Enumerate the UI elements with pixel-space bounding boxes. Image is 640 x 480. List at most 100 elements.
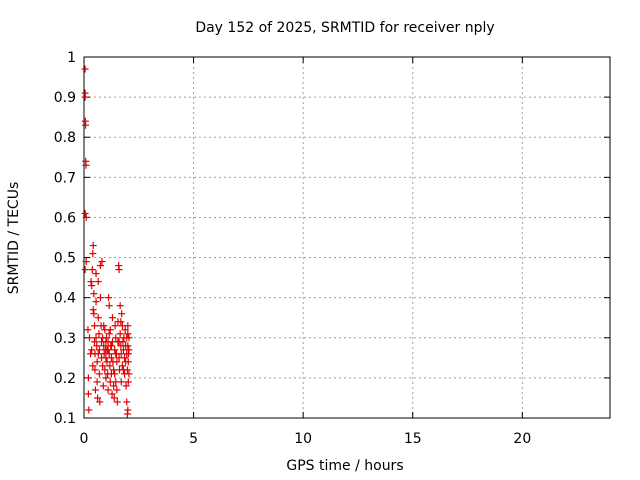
data-point	[81, 65, 89, 73]
data-point	[117, 318, 125, 326]
data-point	[124, 322, 132, 330]
data-point	[92, 270, 100, 278]
data-point	[116, 330, 124, 338]
y-tick-label: 0.5	[54, 251, 76, 267]
data-point	[92, 298, 100, 306]
data-point	[89, 306, 97, 314]
data-point	[110, 394, 118, 402]
data-point	[88, 346, 96, 354]
x-tick-label: 15	[404, 431, 422, 447]
data-point	[111, 346, 119, 354]
data-point	[118, 362, 126, 370]
data-point	[105, 294, 113, 302]
data-point	[82, 121, 90, 129]
data-point	[87, 278, 95, 286]
data-point	[104, 346, 112, 354]
data-point	[93, 342, 101, 350]
data-point	[104, 386, 112, 394]
data-point	[122, 382, 130, 390]
data-point	[106, 362, 114, 370]
data-point	[112, 350, 120, 358]
data-point	[115, 266, 123, 274]
data-point	[125, 334, 133, 342]
data-point	[103, 358, 111, 366]
data-point	[84, 390, 92, 398]
data-point	[94, 394, 102, 402]
y-tick-label: 0.7	[54, 170, 76, 186]
data-point	[90, 290, 98, 298]
data-point	[112, 334, 120, 342]
data-point	[110, 382, 118, 390]
y-tick-label: 0.2	[54, 371, 76, 387]
data-point	[85, 334, 93, 342]
data-point	[90, 310, 98, 318]
data-point	[99, 382, 107, 390]
data-point	[94, 314, 102, 322]
data-point	[98, 258, 106, 266]
data-point	[81, 209, 89, 217]
data-point	[91, 386, 99, 394]
data-point	[105, 330, 113, 338]
data-point	[94, 278, 102, 286]
data-point	[102, 374, 110, 382]
data-point	[100, 322, 108, 330]
data-point	[88, 282, 96, 290]
data-point	[100, 342, 108, 350]
plot-area-frame	[83, 56, 611, 419]
y-tick-label: 0.1	[54, 411, 76, 427]
data-point	[123, 410, 131, 418]
x-axis-label: GPS time / hours	[286, 458, 403, 474]
data-point	[113, 398, 121, 406]
data-point	[84, 326, 92, 334]
data-point	[95, 346, 103, 354]
data-point	[119, 366, 127, 374]
x-tick-label: 0	[80, 431, 89, 447]
data-point	[96, 294, 104, 302]
data-point	[89, 250, 97, 258]
data-point	[95, 370, 103, 378]
data-point	[82, 258, 90, 266]
data-point	[88, 266, 96, 274]
data-point	[81, 266, 89, 274]
data-point	[91, 338, 99, 346]
data-point	[105, 350, 113, 358]
data-point	[94, 350, 102, 358]
data-point	[123, 398, 131, 406]
data-point	[82, 161, 90, 169]
data-point	[102, 338, 110, 346]
data-point	[124, 350, 132, 358]
data-point	[108, 314, 116, 322]
data-point	[99, 362, 107, 370]
y-axis-label: SRMTID / TECUs	[6, 182, 22, 295]
x-tick-label: 10	[294, 431, 312, 447]
x-tick-label: 5	[189, 431, 198, 447]
data-point	[124, 342, 132, 350]
data-point	[107, 354, 115, 362]
y-tick-label: 0.3	[54, 331, 76, 347]
data-point	[116, 302, 124, 310]
data-point	[96, 398, 104, 406]
data-point	[121, 354, 129, 362]
y-tick-label: 0.4	[54, 291, 76, 307]
data-point	[93, 378, 101, 386]
data-point	[92, 334, 100, 342]
y-tick-label: 0.9	[54, 90, 76, 106]
data-point	[115, 338, 123, 346]
data-point	[89, 362, 97, 370]
x-tick-label: 20	[513, 431, 531, 447]
data-point	[91, 322, 99, 330]
data-point	[110, 366, 118, 374]
data-point	[85, 406, 93, 414]
data-point	[111, 322, 119, 330]
y-tick-label: 1	[67, 50, 76, 66]
y-tick-label: 0.8	[54, 130, 76, 146]
y-tick-label: 0.6	[54, 210, 76, 226]
data-point	[96, 262, 104, 270]
data-point	[117, 378, 125, 386]
data-point	[81, 93, 89, 101]
data-point	[113, 358, 121, 366]
data-point	[124, 378, 132, 386]
data-point	[105, 302, 113, 310]
data-point	[93, 358, 101, 366]
